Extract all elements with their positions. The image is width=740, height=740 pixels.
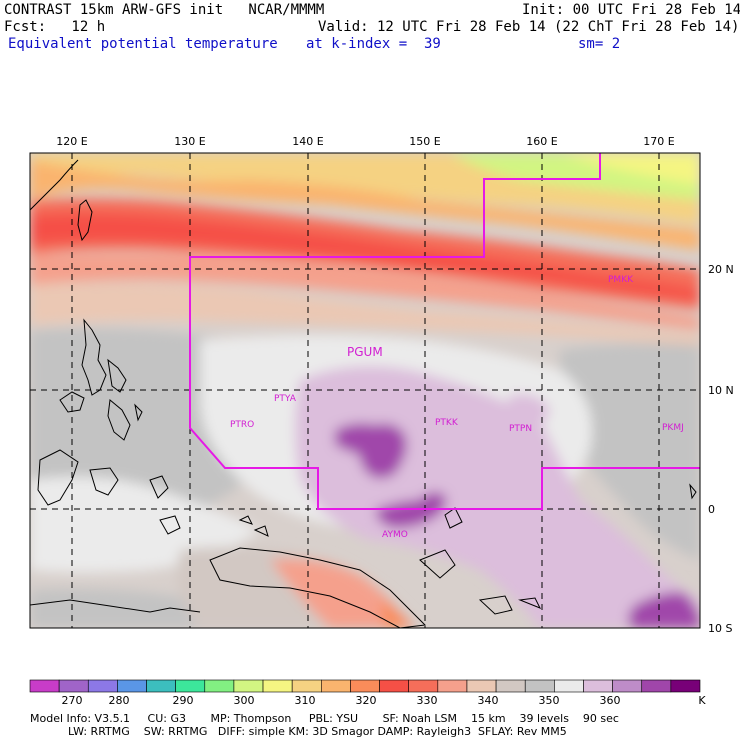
colorbar-label: 350: [539, 694, 560, 707]
colorbar-swatch: [583, 679, 613, 693]
lat-lon-grid: [30, 153, 700, 628]
lon-label: 170 E: [643, 135, 674, 148]
lat-label: 10 S: [708, 622, 732, 635]
colorbar-label: 280: [109, 694, 130, 707]
field-name: Equivalent potential temperature: [8, 36, 278, 52]
station-label: PTRO: [230, 420, 254, 430]
colorbar-swatch: [612, 679, 643, 693]
colorbar-swatch: [321, 679, 351, 693]
colorbar-label: 330: [417, 694, 438, 707]
forecast-hour: Fcst: 12 h: [4, 19, 106, 35]
valid-time: Valid: 12 UTC Fri 28 Feb 14 (22 ChT Fri …: [318, 19, 740, 35]
level-label: at k-index = 39: [306, 36, 441, 52]
colorbar-swatch: [379, 679, 409, 693]
theta-e-field: [30, 153, 700, 628]
colorbar-label: 340: [478, 694, 499, 707]
colorbar-swatch: [495, 679, 526, 693]
colorbar-swatch: [29, 679, 60, 693]
station-label: PTYA: [274, 394, 297, 404]
colorbar-swatch: [437, 679, 468, 693]
nested-domain-boundary: [189, 153, 700, 510]
lon-label: 150 E: [409, 135, 440, 148]
model-title: CONTRAST 15km ARW-GFS init NCAR/MMMM: [4, 2, 325, 18]
lon-label: 160 E: [526, 135, 557, 148]
colorbar-label: 300: [234, 694, 255, 707]
colorbar-swatch: [350, 679, 380, 693]
colorbar-label: 360: [600, 694, 621, 707]
colorbar-swatch: [175, 679, 206, 693]
colorbar-swatch: [262, 679, 293, 693]
latitude-labels: 20 N 10 N 0 10 S: [708, 263, 734, 635]
colorbar-swatch: [641, 679, 672, 693]
map-frame: [29, 152, 701, 629]
colorbar-swatch: [466, 679, 497, 693]
colorbar-label: 310: [295, 694, 316, 707]
colorbar-unit: K: [698, 694, 706, 707]
colorbar-swatch: [554, 679, 584, 693]
colorbar-swatch: [117, 679, 147, 693]
lat-label: 20 N: [708, 263, 734, 276]
smoothing-label: sm= 2: [578, 36, 621, 52]
colorbar-label: 270: [62, 694, 83, 707]
colorbar-label: 290: [173, 694, 194, 707]
colorbar-swatch: [204, 679, 235, 693]
lon-label: 120 E: [56, 135, 87, 148]
model-info-line1: Model Info: V3.5.1 CU: G3 MP: Thompson P…: [30, 712, 619, 725]
colorbar-swatch: [670, 679, 701, 693]
lon-label: 130 E: [174, 135, 205, 148]
colorbar-swatch: [408, 679, 439, 693]
colorbar-swatch: [58, 679, 89, 693]
station-label: PTPN: [509, 424, 532, 434]
colorbar-swatch: [233, 679, 264, 693]
station-label: PTKK: [435, 418, 459, 428]
model-info-line2: LW: RRTMG SW: RRTMG DIFF: simple KM: 3D …: [68, 725, 567, 738]
lon-label: 140 E: [292, 135, 323, 148]
station-label: PMKK: [608, 275, 634, 285]
init-time: Init: 00 UTC Fri 28 Feb 14: [522, 2, 740, 18]
station-label: PGUM: [347, 345, 383, 359]
lat-label: 0: [708, 503, 715, 516]
colorbar-swatch: [87, 679, 118, 693]
colorbar-label: 320: [356, 694, 377, 707]
station-label: PKMJ: [662, 423, 684, 433]
colorbar: [29, 679, 701, 693]
colorbar-swatch: [146, 679, 176, 693]
colorbar-swatch: [291, 679, 322, 693]
longitude-labels: 120 E 130 E 140 E 150 E 160 E 170 E: [56, 135, 674, 148]
colorbar-swatch: [524, 679, 555, 693]
colorbar-labels: 270 280 290 300 310 320 330 340 350 360 …: [62, 694, 707, 707]
lat-label: 10 N: [708, 384, 734, 397]
station-label: AYMO: [382, 530, 408, 540]
station-labels: PGUM PTYA PTRO PTKK PTPN PKMJ PMKK AYMO: [230, 275, 684, 540]
